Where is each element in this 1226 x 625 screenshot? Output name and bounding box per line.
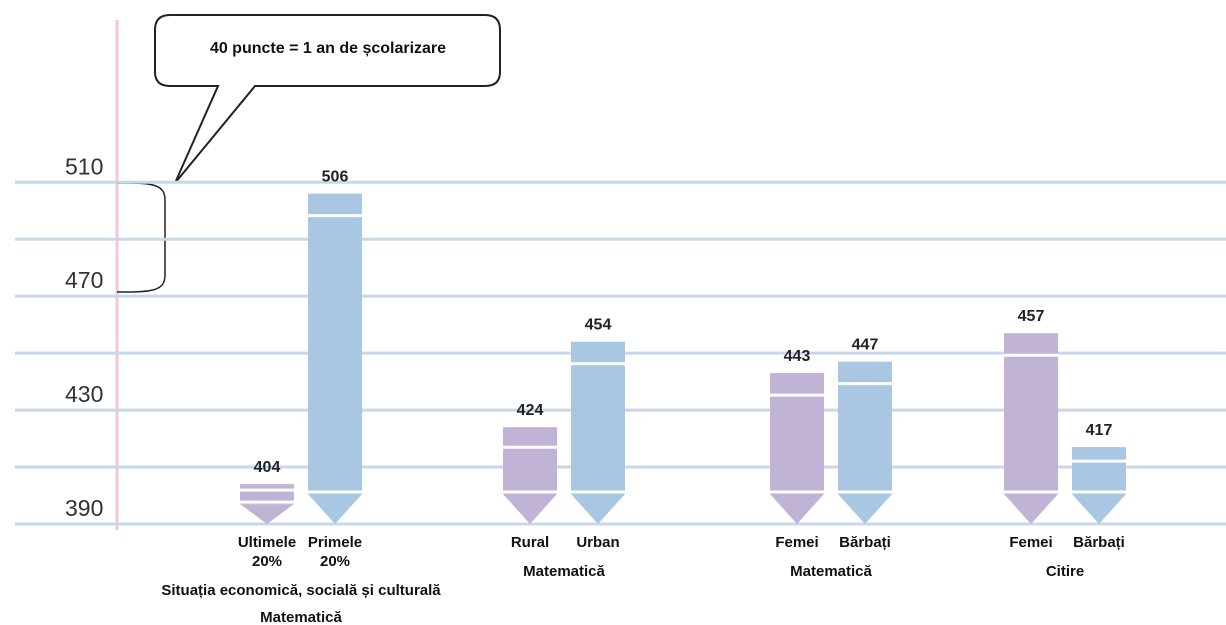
y-tick-label: 430 — [65, 381, 103, 407]
brace — [116, 182, 166, 293]
bar — [770, 373, 824, 524]
bar — [503, 427, 557, 524]
bar-body — [1072, 447, 1126, 494]
x-tick-label: Primele 20% — [307, 534, 363, 570]
bar-body — [1004, 333, 1058, 494]
annotation: 40 puncte = 1 an de școlarizare — [210, 40, 446, 57]
x-tick-label: Ultimele 20% — [237, 534, 297, 570]
group-label: Situația economică, socială și culturală — [161, 582, 441, 599]
y-tick-label: 510 — [65, 153, 103, 179]
bar-tip — [1072, 494, 1126, 524]
x-tick-label: Femei — [775, 534, 819, 551]
value-label: 404 — [254, 459, 281, 476]
x-tick-label: Rural — [510, 534, 550, 551]
value-label: 457 — [1018, 308, 1045, 325]
value-label: 443 — [784, 348, 811, 365]
x-tick-label: Femei — [1009, 534, 1053, 551]
bar-tip — [240, 504, 294, 524]
value-label: 447 — [852, 337, 879, 354]
bar — [571, 341, 625, 524]
value-label: 506 — [322, 169, 349, 186]
bar — [1004, 333, 1058, 524]
callout — [154, 14, 501, 184]
bar-tip — [770, 494, 824, 524]
bar-body — [308, 193, 362, 495]
group-label: Matematică — [790, 563, 872, 580]
value-label: 454 — [585, 317, 612, 334]
y-tick-label: 390 — [65, 495, 103, 521]
value-label: 417 — [1086, 422, 1113, 439]
bar-tip — [571, 494, 625, 524]
bar-body — [838, 361, 892, 494]
bar-body — [770, 373, 824, 494]
group-label: Matematică — [523, 563, 605, 580]
x-tick-label: Bărbați — [839, 534, 891, 551]
group-label: Matematică — [260, 609, 342, 625]
value-label: 424 — [517, 402, 544, 419]
bar-body — [571, 341, 625, 494]
bar — [308, 193, 362, 524]
y-tick-label: 470 — [65, 267, 103, 293]
bar-body — [503, 427, 557, 494]
x-tick-label: Bărbați — [1073, 534, 1125, 551]
bar-tip — [308, 494, 362, 524]
bar — [838, 361, 892, 524]
group-label: Citire — [1045, 563, 1085, 580]
bar-tip — [1004, 494, 1058, 524]
bar-tip — [503, 494, 557, 524]
bar — [1072, 447, 1126, 524]
bar — [240, 484, 294, 524]
x-tick-label: Urban — [576, 534, 620, 551]
bar-tip — [838, 494, 892, 524]
